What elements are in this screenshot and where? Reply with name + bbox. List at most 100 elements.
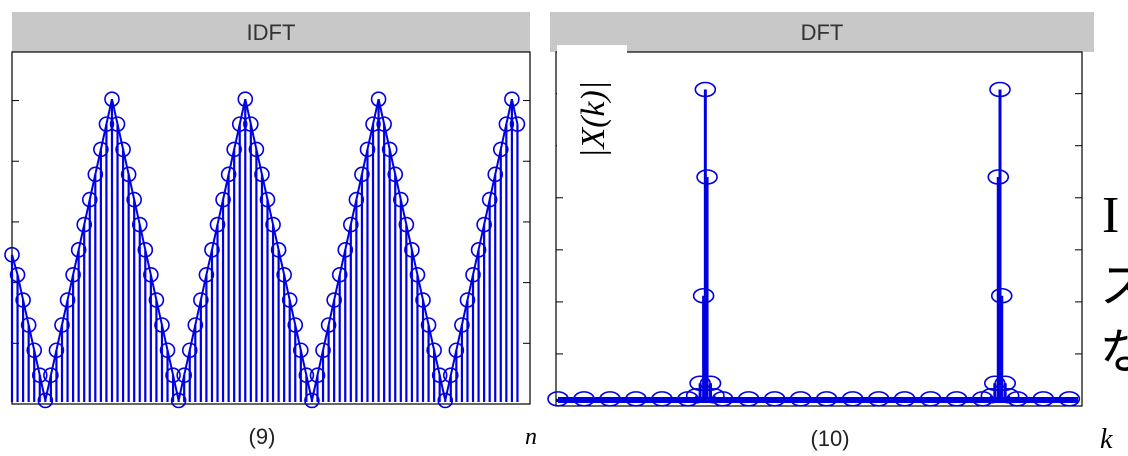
idft-marker-44 [248,141,265,158]
idft-marker-73 [409,266,426,283]
idft-marker-86 [481,191,498,208]
idft-marker-7 [43,367,59,384]
idft-marker-59 [331,266,348,283]
idft-title-bar [12,12,530,52]
idft-marker-43 [243,116,259,132]
idft-marker-70 [393,191,409,208]
idft-marker-1 [9,266,26,283]
dft-marker-26 [987,169,1010,185]
idft-marker-60 [337,242,354,258]
idft-marker-85 [476,216,492,233]
idft-marker-49 [276,266,292,283]
idft-marker-29 [165,367,181,384]
dft-marker-11 [699,375,722,392]
idft-marker-30 [170,392,187,409]
idft-marker-4 [26,342,43,359]
right-margin-glyph-2: ス [1100,260,1128,313]
dft-stem-series [547,81,1081,407]
idft-marker-16 [93,141,109,158]
idft-marker-58 [326,292,342,308]
idft-marker-5 [31,367,48,384]
idft-marker-91 [509,116,526,132]
dft-marker-7 [689,375,711,392]
idft-marker-41 [231,116,248,132]
idft-marker-31 [176,367,192,384]
idft-marker-67 [376,116,392,132]
idft-marker-53 [298,367,315,384]
idft-marker-74 [415,292,431,308]
idft-marker-46 [259,191,276,208]
dft-marker-27 [989,81,1011,98]
idft-marker-48 [270,242,287,258]
idft-marker-13 [76,216,93,233]
idft-marker-82 [459,292,476,308]
idft-marker-76 [426,342,442,359]
dft-marker-8 [692,287,715,304]
idft-marker-87 [487,166,504,183]
idft-marker-42 [237,91,254,107]
idft-marker-65 [365,116,381,132]
dft-x-axis-label: k [1100,424,1113,451]
idft-marker-35 [198,266,215,283]
idft-marker-88 [492,141,509,158]
idft-marker-24 [137,242,154,258]
idft-marker-45 [254,166,270,183]
idft-marker-8 [48,342,65,359]
idft-panel: IDFT (9) n [4,12,537,450]
idft-marker-3 [20,317,37,333]
idft-marker-39 [220,166,237,183]
dft-marker-28 [990,287,1013,304]
idft-title: IDFT [247,20,296,45]
idft-marker-12 [70,242,87,258]
idft-marker-20 [115,141,131,158]
dft-title-bar [550,12,1094,52]
right-margin-glyph-1: I [1102,187,1119,244]
idft-envelope [11,98,519,401]
dft-y-label-box [557,45,627,163]
idft-marker-0 [4,246,20,263]
idft-marker-61 [343,216,359,233]
idft-marker-66 [370,91,387,107]
dft-marker-10 [696,169,718,185]
idft-marker-71 [398,216,415,233]
idft-marker-90 [504,91,520,107]
dft-plot-frame [555,51,1083,407]
idft-marker-79 [442,367,459,384]
idft-marker-55 [309,367,326,384]
right-margin-glyph-3: な [1100,326,1128,379]
idft-marker-75 [420,317,437,333]
idft-marker-22 [126,191,142,208]
idft-marker-21 [120,166,137,183]
idft-marker-33 [187,317,204,333]
idft-marker-78 [437,392,454,409]
idft-marker-57 [320,317,337,333]
idft-x-axis-label: n [525,424,537,450]
idft-marker-36 [204,242,220,258]
idft-marker-50 [281,292,298,308]
idft-marker-83 [465,266,481,283]
dft-marker-25 [983,375,1006,392]
idft-marker-77 [431,367,448,384]
idft-marker-40 [226,141,242,158]
idft-marker-10 [59,292,76,308]
idft-marker-15 [87,166,104,183]
idft-marker-81 [454,317,470,333]
idft-marker-14 [81,191,98,208]
idft-stem-series [4,91,526,409]
idft-marker-89 [498,116,515,132]
dft-y-axis-label: |X(k)| [575,81,612,158]
idft-marker-18 [104,91,120,107]
idft-marker-80 [448,342,465,359]
idft-marker-62 [348,191,365,208]
idft-marker-19 [109,116,126,132]
dft-caption: (10) [810,426,849,451]
idft-marker-9 [54,317,70,333]
idft-marker-27 [154,317,170,333]
idft-marker-37 [209,216,226,233]
idft-marker-26 [148,292,165,308]
idft-marker-84 [470,242,487,258]
idft-marker-64 [359,141,376,158]
idft-marker-34 [193,292,209,308]
idft-marker-52 [293,342,309,359]
